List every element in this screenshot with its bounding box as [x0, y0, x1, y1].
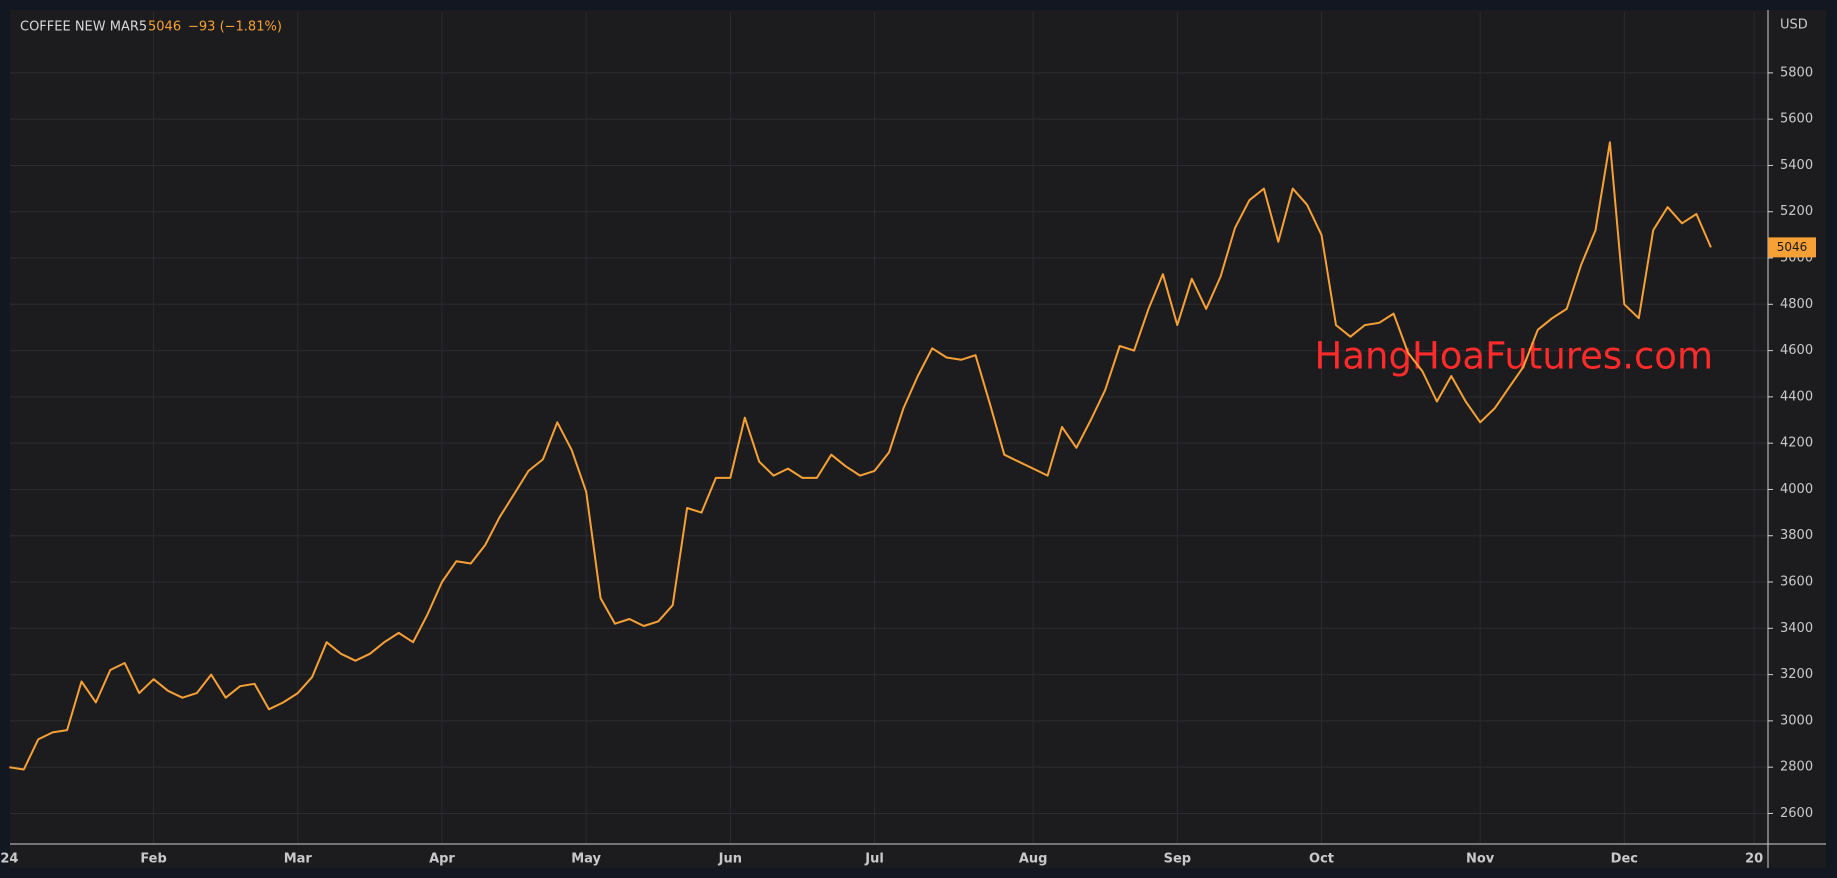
y-tick-label: 4800 — [1780, 297, 1813, 312]
x-tick-label: Mar — [284, 852, 313, 867]
x-tick-label: May — [571, 852, 601, 867]
x-tick-label: Oct — [1309, 852, 1334, 867]
chart-background — [10, 10, 1826, 868]
x-tick-label: Aug — [1019, 852, 1048, 867]
price-tag-bg — [1768, 237, 1816, 258]
last-price: 5046 — [148, 20, 181, 35]
chart-title: COFFEE NEW MAR5 — [20, 20, 147, 35]
change: −93 (−1.81%) — [188, 20, 282, 35]
y-tick-label: 4400 — [1780, 389, 1813, 404]
x-tick-label: 24 — [0, 852, 18, 867]
y-tick-label: 5800 — [1780, 65, 1813, 80]
y-tick-label: 4600 — [1780, 343, 1813, 358]
x-tick-label: 20 — [1745, 852, 1763, 867]
price-line — [9, 141, 1712, 771]
y-tick-label: 3200 — [1780, 667, 1813, 682]
x-tick-label: Jul — [864, 852, 884, 867]
y-tick-label: 3800 — [1780, 528, 1813, 543]
watermark: HangHoaFutures.com — [1315, 335, 1713, 378]
y-tick-label: 5200 — [1780, 204, 1813, 219]
y-tick-label: 2800 — [1780, 760, 1813, 775]
price-tag: 5046 — [1777, 240, 1808, 254]
y-tick-label: 2600 — [1780, 806, 1813, 821]
y-tick-label: 3600 — [1780, 575, 1813, 590]
x-tick-label: Jun — [718, 852, 742, 867]
y-tick-label: 5400 — [1780, 158, 1813, 173]
y-axis-label: USD — [1780, 18, 1808, 33]
x-tick-label: Nov — [1466, 852, 1495, 867]
x-tick-label: Dec — [1611, 852, 1638, 867]
y-tick-label: 4200 — [1780, 436, 1813, 451]
x-tick-label: Feb — [140, 852, 166, 867]
grid — [10, 12, 1768, 844]
x-tick-label: Apr — [429, 852, 455, 867]
y-tick-label: 4000 — [1780, 482, 1813, 497]
y-tick-label: 3000 — [1780, 713, 1813, 728]
x-tick-label: Sep — [1164, 852, 1192, 867]
y-tick-label: 5600 — [1780, 112, 1813, 127]
y-tick-label: 3400 — [1780, 621, 1813, 636]
